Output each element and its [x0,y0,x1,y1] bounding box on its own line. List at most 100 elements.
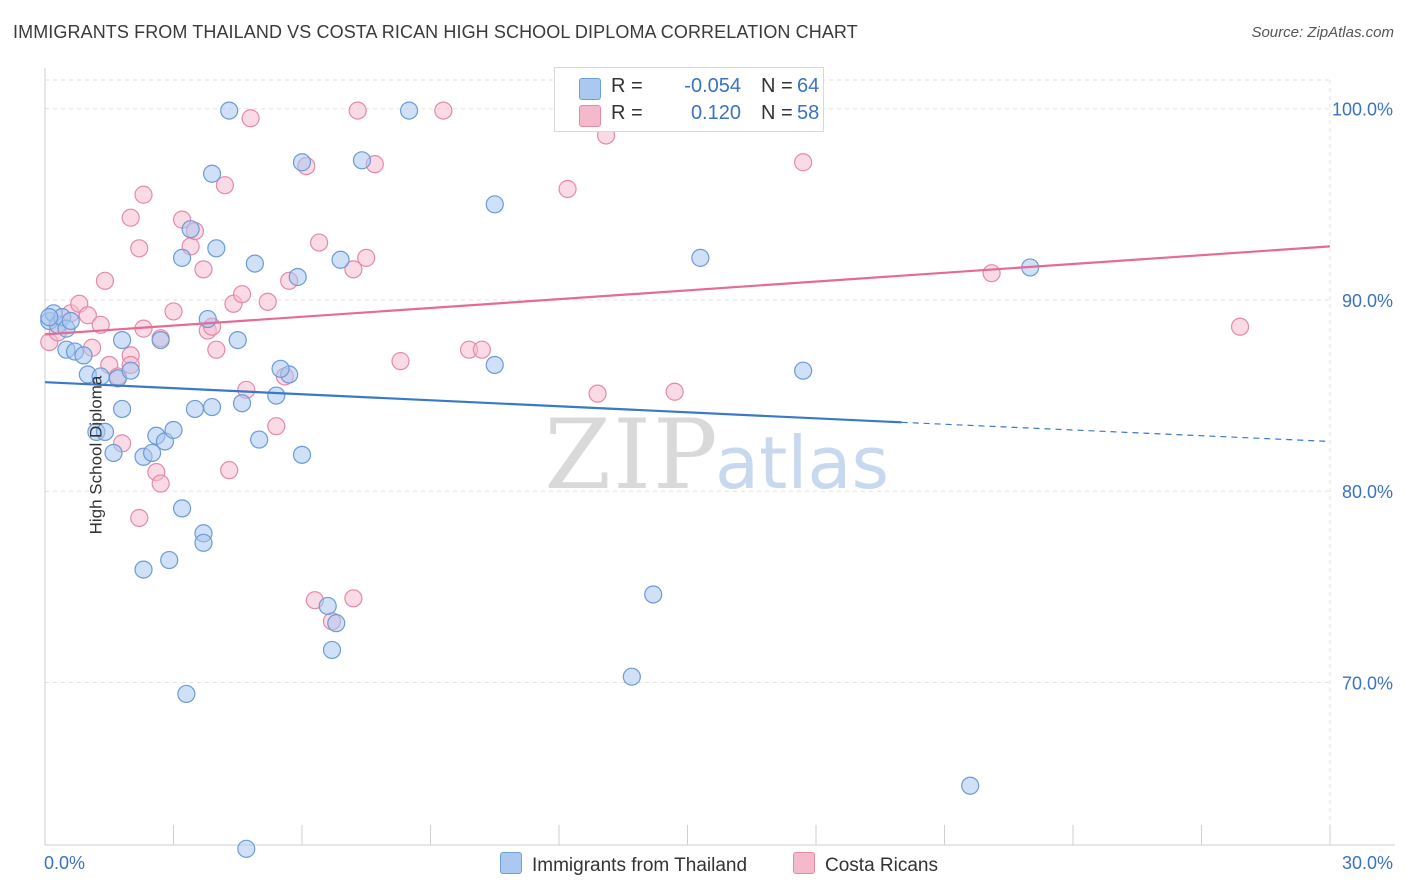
data-point-costa-ricans [134,185,153,204]
data-point-thailand [202,397,222,417]
data-point-costa-ricans [310,233,329,252]
watermark-atlas: atlas [715,421,889,505]
data-point-thailand [318,596,337,616]
y-axis-title: High School Diploma [86,375,106,535]
data-point-thailand [142,443,162,463]
data-point-thailand [112,399,132,419]
data-point-costa-ricans [344,589,363,608]
data-point-thailand [172,248,192,267]
data-point-thailand [207,239,226,258]
chart-title: IMMIGRANTS FROM THAILAND VS COSTA RICAN … [13,22,858,42]
source-label: Source: ZipAtlas.com [1251,24,1394,41]
data-point-thailand [164,420,183,440]
correlation-legend: R = -0.054 N = 64 R = 0.120 N = 58 [554,67,824,132]
data-point-costa-ricans [130,239,149,258]
data-point-thailand [622,667,641,686]
data-point-thailand [160,550,179,570]
data-point-costa-ricans [95,271,115,290]
trend-lines [44,245,1331,443]
x-tick-label-max: 30.0% [1342,853,1393,873]
data-point-thailand [228,331,247,350]
watermark: ZIP atlas [544,399,889,511]
data-point-thailand [794,361,813,380]
watermark-zip: ZIP [544,399,719,511]
legend-item-costa-ricans[interactable]: Costa Ricans [793,852,938,877]
data-point-thailand [61,311,80,331]
data-point-costa-ricans [258,292,277,311]
data-point-costa-ricans [78,306,97,325]
data-point-thailand [172,499,192,518]
data-point-costa-ricans [588,384,607,403]
legend-n-value: 58 [797,102,820,124]
data-point-thailand [267,386,286,405]
legend-swatch-thailand [579,78,601,100]
y-tick-label: 70.0% [1342,673,1393,693]
data-point-thailand [250,430,269,449]
data-point-costa-ricans [241,109,260,128]
data-point-costa-ricans [164,302,183,321]
legend-n-label: N = [761,75,793,97]
data-point-thailand [322,640,342,660]
legend-n-label: N = [761,102,793,124]
data-point-costa-ricans [1230,317,1250,336]
data-point-thailand [237,839,256,858]
data-point-thailand [644,585,663,604]
data-point-costa-ricans [207,340,226,359]
legend-r-value: 0.120 [690,102,741,124]
data-point-costa-ricans [665,382,684,401]
data-point-costa-ricans [558,179,577,199]
data-point-thailand [327,614,346,633]
data-point-thailand [74,346,93,365]
data-point-thailand [245,254,264,273]
data-point-costa-ricans [130,508,149,528]
y-tick-label: 90.0% [1342,291,1393,311]
data-point-thailand [399,101,419,120]
data-point-thailand [352,151,372,170]
data-point-thailand [288,267,307,287]
data-point-costa-ricans [357,248,376,267]
y-tick-label: 80.0% [1342,482,1393,502]
data-point-thailand [292,445,312,464]
legend-r-label: R = [611,102,643,124]
data-point-thailand [331,250,350,269]
legend-n-value: 64 [797,75,820,97]
data-point-costa-ricans [220,461,239,480]
data-point-thailand [202,164,222,183]
y-tick-label: 100.0% [1332,100,1393,120]
data-point-costa-ricans [391,352,410,371]
data-point-thailand [198,309,217,329]
series-legend: Immigrants from Thailand Costa Ricans [0,852,1406,876]
legend-r-label: R = [611,75,643,97]
data-point-thailand [271,359,290,378]
legend-item-thailand[interactable]: Immigrants from Thailand [500,852,747,877]
data-point-costa-ricans [794,153,813,172]
data-point-costa-ricans [151,474,170,493]
series-costa-ricans [40,101,1250,631]
data-point-thailand [40,308,59,327]
data-point-thailand [691,248,710,267]
axes [44,68,1395,846]
legend-r-value: -0.054 [684,75,741,97]
data-point-costa-ricans [91,315,110,334]
data-point-thailand [485,355,504,375]
data-point-thailand [177,684,196,704]
trend-line-thailand [44,381,902,424]
series-immigrants-from-thailand [40,101,1040,858]
data-point-costa-ricans [472,340,491,359]
data-point-thailand [194,533,213,552]
data-point-costa-ricans [267,417,286,436]
data-point-thailand [232,394,252,413]
data-point-costa-ricans [348,101,367,120]
tick-labels: 70.0% 80.0% 90.0% 100.0% 0.0% 30.0% [44,100,1393,873]
trend-line-costa-ricans [44,245,1331,336]
data-point-thailand [121,361,140,380]
data-point-thailand [134,560,153,579]
data-point-thailand [961,776,980,795]
legend-swatch-costa-ricans [579,105,601,127]
data-point-costa-ricans [232,285,252,304]
data-point-costa-ricans [434,101,453,120]
data-point-costa-ricans [215,176,234,195]
data-point-thailand [151,331,170,350]
legend-label-thailand: Immigrants from Thailand [532,855,748,876]
